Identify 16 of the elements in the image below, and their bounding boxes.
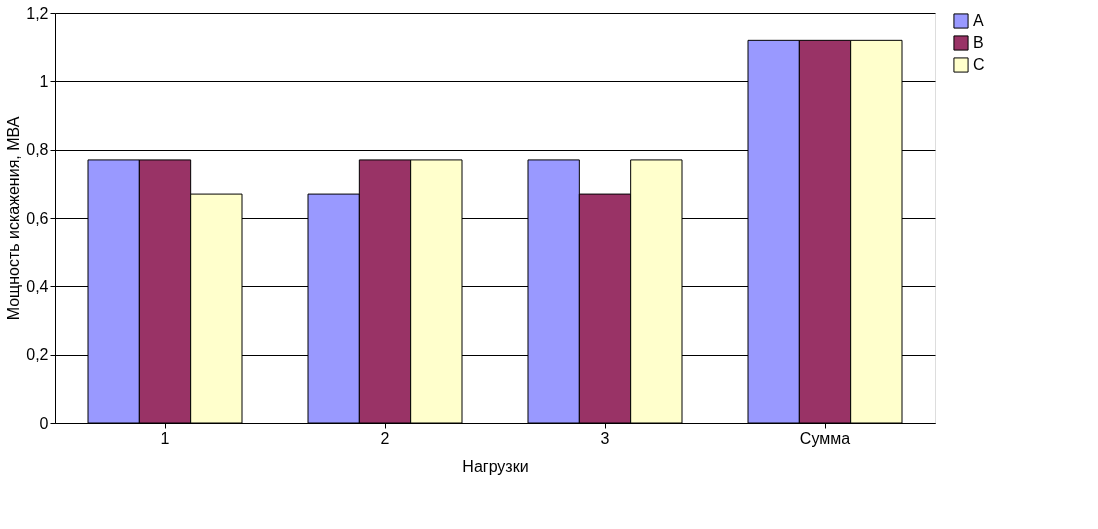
y-tick-label: 1 [39, 72, 49, 90]
y-tick-label: 0,2 [26, 346, 49, 364]
x-axis-title: Нагрузки [462, 457, 529, 475]
x-tick-label: 3 [600, 429, 610, 447]
legend-label: B [973, 34, 984, 51]
y-tick-label: 0 [39, 414, 49, 432]
legend-label: A [973, 12, 984, 29]
y-tick-label: 0,4 [26, 277, 49, 295]
legend-label: C [973, 56, 985, 73]
x-tick-label: Сумма [799, 429, 851, 447]
x-tick-label: 2 [380, 429, 390, 447]
y-axis-title: Мощность искажения, МВА [5, 116, 23, 321]
y-tick-label: 0,8 [26, 141, 49, 159]
y-tick-label: 0,6 [26, 209, 49, 227]
x-tick-label: 1 [160, 429, 170, 447]
y-tick-label: 1,2 [26, 4, 49, 22]
